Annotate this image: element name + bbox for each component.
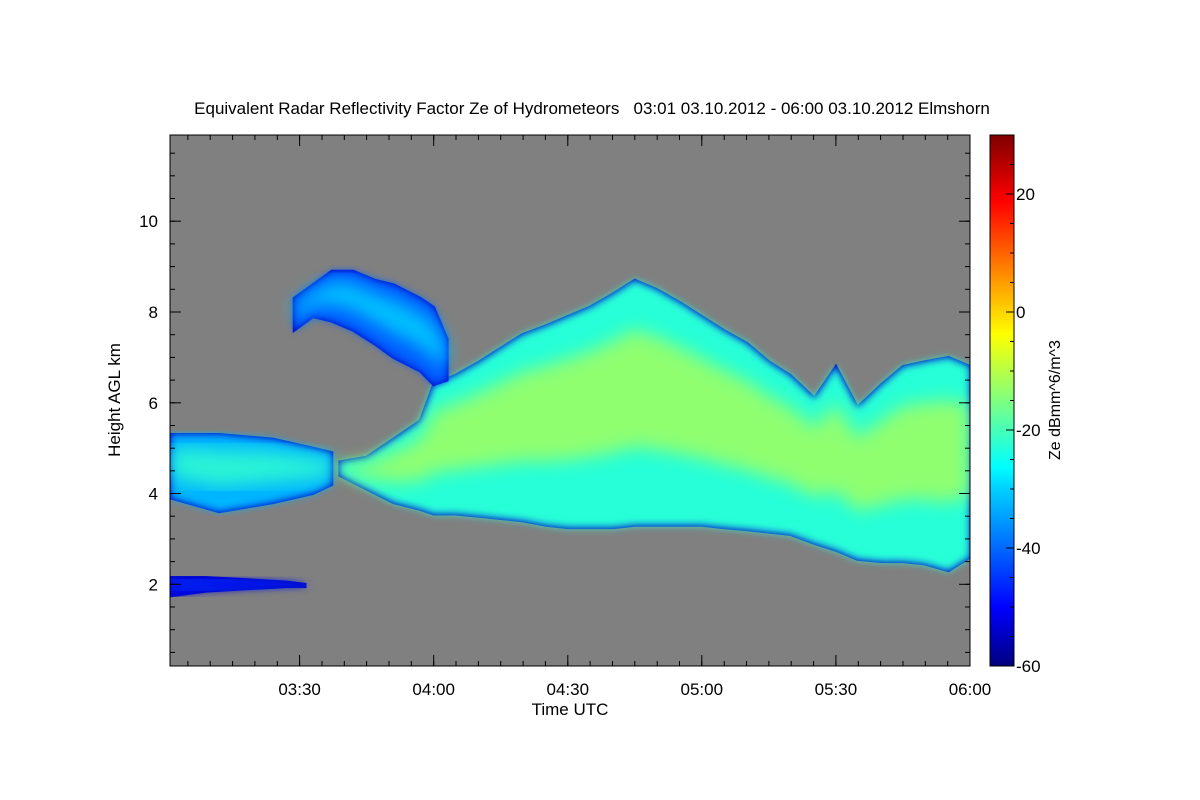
echo-layer-2-core [170, 447, 332, 487]
y-tick-label: 4 [149, 485, 158, 504]
plot-frame [169, 134, 971, 667]
x-axis: 03:30 04:00 04:30 05:00 05:30 06:00 [187, 135, 992, 699]
y-tick-label: 10 [139, 212, 158, 231]
y-axis: 2 4 6 8 10 [139, 152, 970, 653]
colorbar-tick-label: -20 [1016, 421, 1041, 440]
colorbar-tick-label: -40 [1016, 539, 1041, 558]
colorbar-tick-label: 0 [1016, 303, 1025, 322]
colorbar-label: Ze dBmm^6/m^3 [1047, 340, 1064, 460]
x-tick-label: 04:00 [412, 680, 455, 699]
x-axis-label: Time UTC [532, 700, 609, 719]
colorbar-tick-label: 20 [1016, 185, 1035, 204]
colorbar-tick-label: -60 [1016, 657, 1041, 676]
y-axis-label: Height AGL km [105, 343, 124, 457]
colorbar-axis: -60 -40 -20 0 20 [1006, 134, 1041, 676]
x-tick-label: 03:30 [278, 680, 321, 699]
x-tick-label: 04:30 [547, 680, 590, 699]
x-tick-label: 05:30 [815, 680, 858, 699]
echo-layer-3-core [170, 580, 305, 590]
x-tick-label: 06:00 [949, 680, 992, 699]
echo-layer-1-core [294, 281, 448, 367]
y-tick-label: 2 [149, 575, 158, 594]
x-tick-label: 05:00 [681, 680, 724, 699]
echo-layer-0-core [339, 329, 970, 511]
chart-title: Equivalent Radar Reflectivity Factor Ze … [194, 99, 990, 118]
y-tick-label: 8 [149, 303, 158, 322]
y-tick-label: 6 [149, 394, 158, 413]
echo-layers [170, 269, 970, 598]
